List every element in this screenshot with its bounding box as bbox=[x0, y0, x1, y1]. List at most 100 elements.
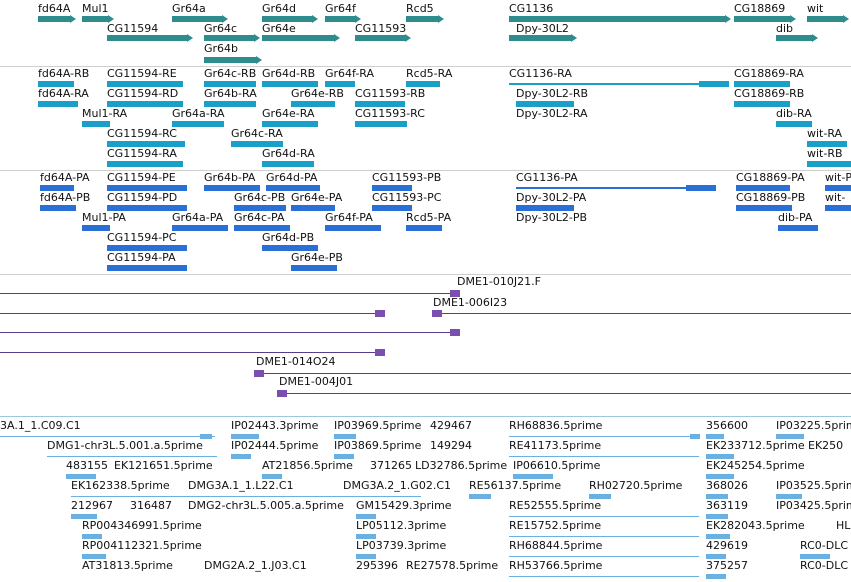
bac-clone[interactable] bbox=[0, 313, 380, 314]
protein-feature[interactable] bbox=[234, 205, 286, 211]
protein-feature[interactable] bbox=[262, 245, 318, 251]
protein-label[interactable]: dib-PA bbox=[778, 211, 813, 224]
transcript-feature[interactable] bbox=[262, 161, 314, 167]
protein-feature[interactable] bbox=[107, 245, 187, 251]
est-alignment[interactable] bbox=[47, 456, 217, 457]
gene-feature[interactable] bbox=[355, 34, 411, 42]
est-block[interactable] bbox=[200, 434, 212, 439]
gene-label[interactable]: CG18869 bbox=[734, 2, 786, 15]
gene-feature[interactable] bbox=[776, 34, 818, 42]
est-label[interactable]: IP03225.5prime bbox=[776, 419, 851, 432]
est-block[interactable] bbox=[776, 494, 802, 499]
gene-feature[interactable] bbox=[406, 15, 444, 23]
bac-clone[interactable] bbox=[0, 332, 456, 333]
est-block[interactable] bbox=[706, 494, 728, 499]
protein-label[interactable]: Gr64c-PB bbox=[234, 191, 286, 204]
est-label[interactable]: RE52555.5prime bbox=[509, 499, 602, 512]
gene-label[interactable]: CG11593 bbox=[355, 22, 407, 35]
protein-label[interactable]: Dpy-30L2-PB bbox=[516, 211, 588, 224]
protein-feature[interactable] bbox=[107, 185, 187, 191]
est-label[interactable]: DMG3A.2_1.G02.C1 bbox=[343, 479, 452, 492]
est-block[interactable] bbox=[356, 534, 376, 539]
transcript-feature[interactable] bbox=[262, 81, 318, 87]
gene-label[interactable]: Dpy-30L2 bbox=[516, 22, 569, 35]
protein-feature[interactable] bbox=[107, 205, 187, 211]
transcript-label[interactable]: CG11593-RC bbox=[355, 107, 425, 120]
transcript-feature[interactable] bbox=[262, 121, 318, 127]
protein-feature[interactable] bbox=[516, 187, 686, 189]
transcript-feature[interactable] bbox=[231, 141, 283, 147]
gene-label[interactable]: Gr64d bbox=[262, 2, 297, 15]
transcript-label[interactable]: Rcd5-RA bbox=[406, 67, 453, 80]
protein-label[interactable]: CG11594-PD bbox=[107, 191, 178, 204]
est-label[interactable]: GM15429.3prime bbox=[356, 499, 452, 512]
est-label[interactable]: 429467 bbox=[430, 419, 472, 432]
transcript-feature[interactable] bbox=[516, 101, 574, 107]
transcript-label[interactable]: Dpy-30L2-RB bbox=[516, 87, 589, 100]
gene-feature[interactable] bbox=[204, 34, 260, 42]
protein-label[interactable]: Gr64e-PB bbox=[291, 251, 343, 264]
gene-label[interactable]: CG11594 bbox=[107, 22, 159, 35]
transcript-label[interactable]: Gr64d-RB bbox=[262, 67, 316, 80]
protein-label[interactable]: wit- bbox=[825, 191, 846, 204]
protein-label[interactable]: CG11594-PA bbox=[107, 251, 176, 264]
protein-feature[interactable] bbox=[406, 225, 442, 231]
est-label[interactable]: IP03425.5prime bbox=[776, 499, 851, 512]
gene-feature[interactable] bbox=[172, 15, 228, 23]
est-label[interactable]: IP06610.5prime bbox=[513, 459, 601, 472]
bac-label[interactable]: DME1-014O24 bbox=[256, 355, 336, 368]
est-label[interactable]: 295396 bbox=[356, 559, 398, 572]
est-block[interactable] bbox=[66, 474, 96, 479]
transcript-label[interactable]: CG11594-RC bbox=[107, 127, 177, 140]
transcript-feature[interactable] bbox=[82, 121, 110, 127]
protein-label[interactable]: CG1136-PA bbox=[516, 171, 578, 184]
transcript-label[interactable]: CG18869-RA bbox=[734, 67, 804, 80]
transcript-label[interactable]: Dpy-30L2-RA bbox=[516, 107, 588, 120]
est-label[interactable]: AT31813.5prime bbox=[82, 559, 173, 572]
protein-feature[interactable] bbox=[40, 205, 76, 211]
est-block[interactable] bbox=[231, 434, 259, 439]
transcript-label[interactable]: CG18869-RB bbox=[734, 87, 805, 100]
est-block[interactable] bbox=[706, 474, 734, 479]
protein-label[interactable]: Gr64c-PA bbox=[234, 211, 285, 224]
protein-feature[interactable] bbox=[266, 185, 320, 191]
est-label[interactable]: RP004112321.5prime bbox=[82, 539, 202, 552]
protein-feature[interactable] bbox=[372, 185, 412, 191]
est-label[interactable]: IP03525.5prime bbox=[776, 479, 851, 492]
est-label[interactable]: DMG3A.1_1.L22.C1 bbox=[188, 479, 294, 492]
transcript-label[interactable]: fd64A-RA bbox=[38, 87, 89, 100]
est-label[interactable]: LD32786.5prime bbox=[415, 459, 508, 472]
est-label[interactable]: RH68844.5prime bbox=[509, 539, 603, 552]
bac-end[interactable] bbox=[450, 329, 460, 336]
est-alignment[interactable] bbox=[509, 576, 699, 577]
est-label[interactable]: DMG2-chr3L.5.005.a.5prime bbox=[188, 499, 344, 512]
est-block[interactable] bbox=[334, 454, 354, 459]
gene-feature[interactable] bbox=[807, 15, 849, 23]
gene-feature[interactable] bbox=[262, 34, 340, 42]
est-label[interactable]: IP03869.5prime bbox=[334, 439, 422, 452]
transcript-feature[interactable] bbox=[38, 101, 78, 107]
est-alignment[interactable] bbox=[0, 436, 215, 437]
protein-label[interactable]: Gr64d-PA bbox=[266, 171, 318, 184]
gene-feature[interactable] bbox=[509, 34, 577, 42]
est-label[interactable]: LP03739.3prime bbox=[356, 539, 447, 552]
protein-label[interactable]: Dpy-30L2-PA bbox=[516, 191, 587, 204]
est-block[interactable] bbox=[334, 434, 356, 439]
protein-feature[interactable] bbox=[736, 205, 792, 211]
protein-label[interactable]: Gr64e-PA bbox=[291, 191, 343, 204]
est-block[interactable] bbox=[776, 434, 804, 439]
protein-feature[interactable] bbox=[291, 265, 337, 271]
gene-feature[interactable] bbox=[509, 15, 731, 23]
transcript-feature[interactable] bbox=[172, 121, 224, 127]
transcript-feature[interactable] bbox=[107, 101, 183, 107]
est-label[interactable]: EK282043.5prime bbox=[706, 519, 805, 532]
est-block[interactable] bbox=[706, 514, 728, 519]
est-label[interactable]: RH53766.5prime bbox=[509, 559, 603, 572]
transcript-feature[interactable] bbox=[291, 101, 335, 107]
gene-label[interactable]: Gr64a bbox=[172, 2, 206, 15]
protein-feature[interactable] bbox=[82, 225, 110, 231]
transcript-label[interactable]: wit-RB bbox=[807, 147, 843, 160]
transcript-feature[interactable] bbox=[509, 83, 699, 85]
gene-label[interactable]: Mul1 bbox=[82, 2, 109, 15]
bac-label[interactable]: DME1-010J21.F bbox=[457, 275, 541, 288]
